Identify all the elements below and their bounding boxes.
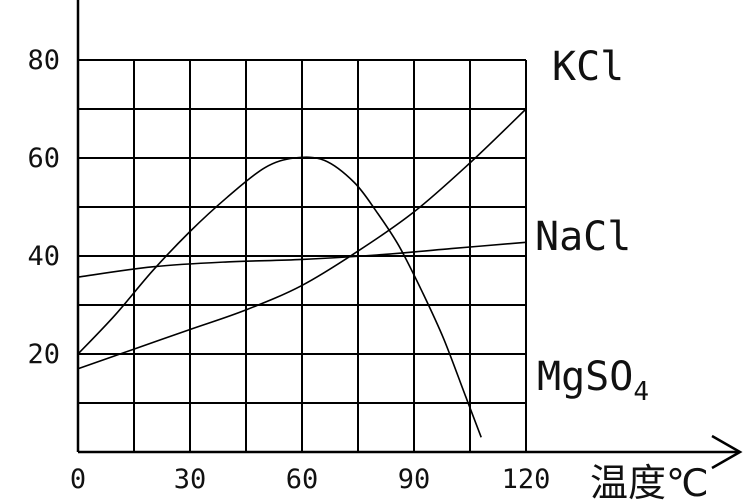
series-label-kcl: KCl (552, 44, 624, 90)
axes (76, 0, 743, 470)
series-label-mgso4: MgSO4 (537, 354, 649, 407)
series-line-mgso4 (77, 156, 482, 438)
series-label-main: MgSO (537, 354, 633, 400)
series-line-kcl (77, 108, 527, 370)
y-tick-label: 20 (27, 339, 60, 370)
x-tick-label: 30 (174, 464, 207, 495)
labels: 20 40 60 80 0 30 60 90 120 温度℃ KCl NaCl MgSO4 (27, 44, 708, 500)
x-tick-label: 60 (286, 464, 319, 495)
x-axis-title: 温度℃ (590, 461, 709, 500)
x-tick-label: 0 (70, 464, 86, 495)
y-tick-label: 80 (27, 45, 60, 76)
series-curves (77, 108, 527, 438)
grid (78, 59, 527, 452)
y-tick-label: 40 (27, 241, 60, 272)
series-line-nacl (77, 241, 527, 278)
series-label-nacl: NaCl (535, 214, 631, 260)
x-tick-label: 120 (502, 464, 551, 495)
y-tick-label: 60 (27, 143, 60, 174)
x-tick-label: 90 (398, 464, 431, 495)
series-label-subscript: 4 (633, 377, 649, 407)
x-axis-arrow (711, 434, 743, 470)
